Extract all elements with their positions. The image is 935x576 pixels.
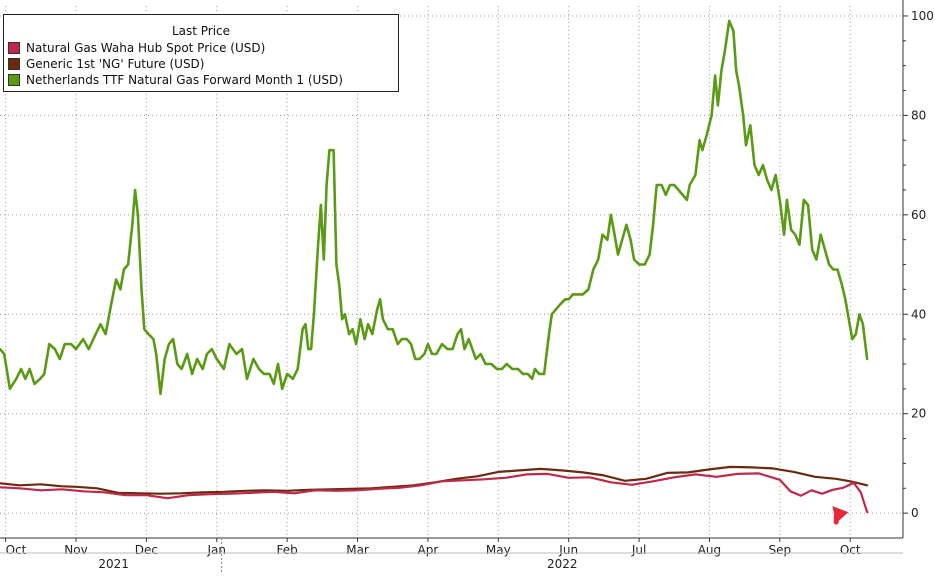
x-tick-label-10: Aug (698, 543, 721, 557)
y-tick-label-0: 0 (911, 506, 919, 520)
y-tick-label-20: 20 (911, 407, 926, 421)
x-tick-label-11: Sep (769, 543, 792, 557)
legend-swatch-ng-future (8, 58, 20, 70)
x-tick-label-9: Jul (631, 543, 646, 557)
x-tick-label-8: Jun (558, 543, 578, 557)
legend-swatch-ttf (8, 74, 20, 86)
x-tick-label-0: Oct (6, 543, 27, 557)
x-tick-label-12: Oct (840, 543, 861, 557)
x-tick-label-1: Nov (64, 543, 87, 557)
x-tick-label-5: Mar (346, 543, 369, 557)
y-tick-label-40: 40 (911, 307, 926, 321)
legend: Last Price Natural Gas Waha Hub Spot Pri… (3, 14, 399, 92)
legend-entry-ng-future: Generic 1st 'NG' Future (USD) (8, 56, 204, 72)
x-tick-label-7: May (486, 543, 511, 557)
year-label-2021: 2021 (98, 557, 129, 571)
x-tick-label-3: Jan (207, 543, 227, 557)
legend-swatch-waha (8, 42, 20, 54)
y-tick-label-60: 60 (911, 208, 926, 222)
annotations (832, 506, 848, 523)
legend-label-ng-future: Generic 1st 'NG' Future (USD) (26, 57, 204, 71)
legend-label-waha: Natural Gas Waha Hub Spot Price (USD) (26, 41, 265, 55)
x-tick-label-2: Dec (135, 543, 158, 557)
year-label-2022: 2022 (547, 557, 578, 571)
legend-label-ttf: Netherlands TTF Natural Gas Forward Mont… (26, 73, 343, 87)
legend-title: Last Price (4, 24, 398, 38)
series (0, 21, 867, 512)
legend-entry-ttf: Netherlands TTF Natural Gas Forward Mont… (8, 72, 343, 88)
y-tick-label-100: 100 (911, 9, 934, 23)
y-tick-label-80: 80 (911, 108, 926, 122)
legend-entry-waha: Natural Gas Waha Hub Spot Price (USD) (8, 40, 265, 56)
x-tick-label-6: Apr (418, 543, 439, 557)
series-line-ng-future (0, 467, 867, 494)
x-tick-label-4: Feb (277, 543, 298, 557)
